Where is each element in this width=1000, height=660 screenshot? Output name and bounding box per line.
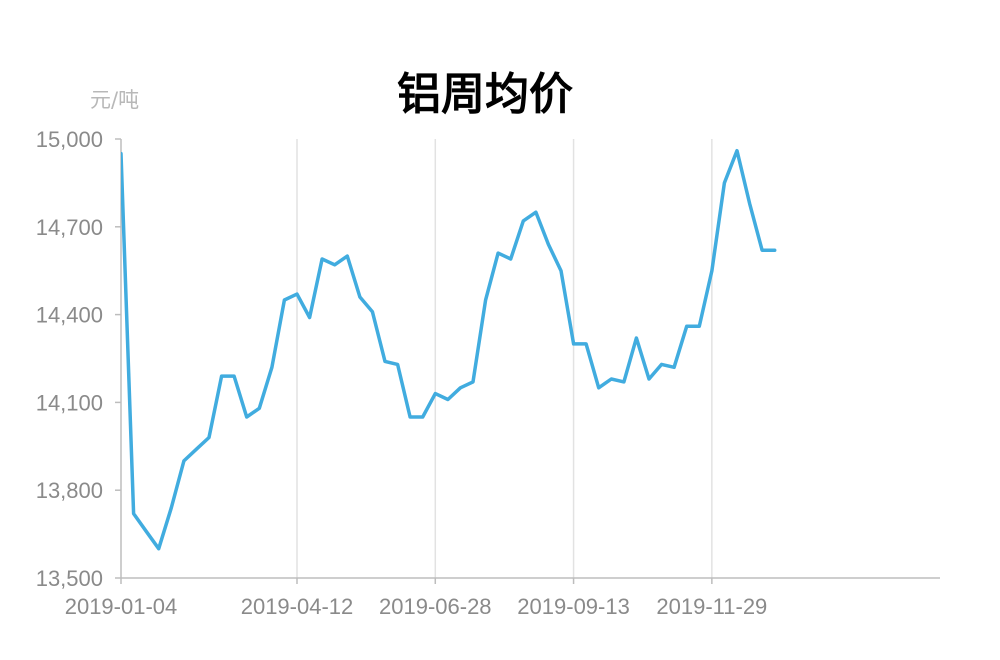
- x-tick-label: 2019-01-04: [65, 594, 178, 619]
- x-tick-label: 2019-04-12: [241, 594, 354, 619]
- chart-title: 铝周均价: [397, 69, 573, 120]
- y-tick-label: 14,400: [36, 303, 103, 328]
- y-tick-label: 15,000: [36, 127, 103, 152]
- y-tick-label: 14,100: [36, 390, 103, 415]
- x-tick-label: 2019-11-29: [656, 594, 767, 619]
- y-tick-label: 13,500: [36, 566, 103, 591]
- x-tick-label: 2019-06-28: [379, 594, 492, 619]
- y-tick-label: 13,800: [36, 478, 103, 503]
- y-axis-unit-label: 元/吨: [90, 88, 140, 112]
- price-series-line: [121, 148, 777, 551]
- y-tick-label: 14,700: [36, 215, 103, 240]
- x-tick-label: 2019-09-13: [517, 594, 630, 619]
